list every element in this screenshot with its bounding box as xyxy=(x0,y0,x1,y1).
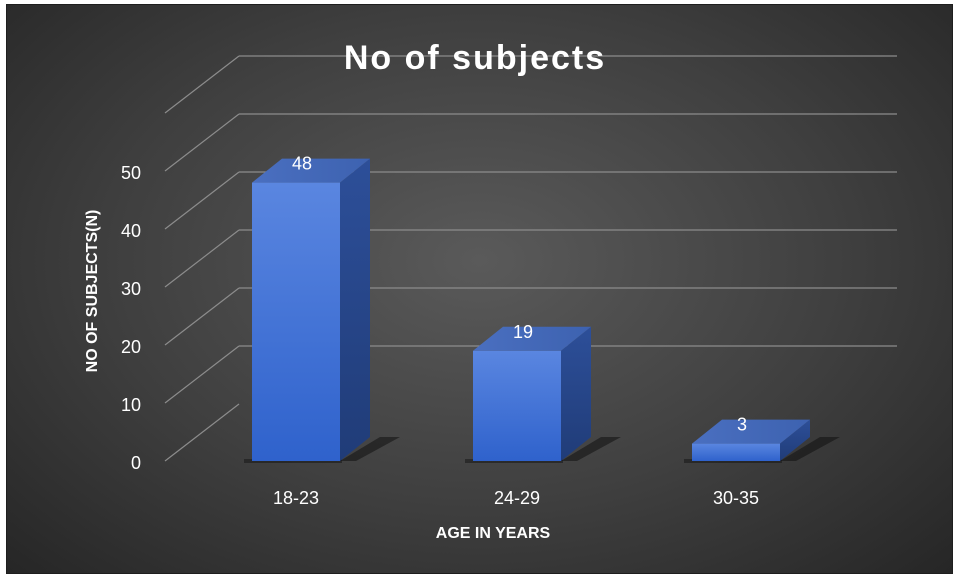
x-axis-categories: 18-23 24-29 30-35 xyxy=(273,488,759,508)
x-category-label: 24-29 xyxy=(494,488,540,508)
chart-frame: 0 10 20 30 40 50 48 19 3 18-23 24-29 30-35 No of … xyxy=(6,4,953,574)
bars xyxy=(252,158,810,461)
y-tick-label: 10 xyxy=(121,395,141,415)
bar-side xyxy=(780,419,810,461)
gridline-diagonal xyxy=(164,345,240,404)
gridline-diagonal xyxy=(164,55,240,114)
chart-title: No of subjects xyxy=(344,39,606,77)
gridline-diagonal xyxy=(164,113,240,172)
bar-shadow xyxy=(340,437,400,461)
bar-front xyxy=(252,182,340,461)
bar-30-35 xyxy=(692,419,810,461)
bar-side xyxy=(340,158,370,461)
y-tick-label: 50 xyxy=(121,163,141,183)
data-labels: 48 19 3 xyxy=(292,154,747,435)
x-category-label: 18-23 xyxy=(273,488,319,508)
y-axis-ticks: 0 10 20 30 40 50 xyxy=(121,163,141,473)
data-label: 48 xyxy=(292,154,312,174)
bar-front xyxy=(473,350,561,461)
gridline-diagonal xyxy=(164,287,240,346)
bar-top xyxy=(252,158,370,183)
bar-shadow xyxy=(780,437,840,461)
y-tick-label: 40 xyxy=(121,221,141,241)
data-label: 3 xyxy=(737,415,747,435)
y-tick-label: 0 xyxy=(131,453,141,473)
bar-top xyxy=(473,326,591,351)
x-axis-title: AGE IN YEARS xyxy=(436,525,551,542)
y-axis-title: NO OF SUBJECTS(N) xyxy=(84,210,101,373)
bar-18-23 xyxy=(252,158,370,461)
gridline-diagonal xyxy=(164,403,240,462)
data-label: 19 xyxy=(513,322,533,342)
x-category-label: 30-35 xyxy=(713,488,759,508)
bar-top xyxy=(692,419,810,444)
bar-front xyxy=(692,443,780,461)
bar-side xyxy=(561,326,591,461)
bar-chart: 0 10 20 30 40 50 48 19 3 18-23 24-29 30-35 No of … xyxy=(84,39,897,542)
bar-shadow xyxy=(561,437,621,461)
y-tick-label: 20 xyxy=(121,337,141,357)
gridline-diagonal xyxy=(164,171,240,230)
bar-24-29 xyxy=(473,326,591,461)
y-tick-label: 30 xyxy=(121,279,141,299)
gridline-diagonal xyxy=(164,229,240,288)
